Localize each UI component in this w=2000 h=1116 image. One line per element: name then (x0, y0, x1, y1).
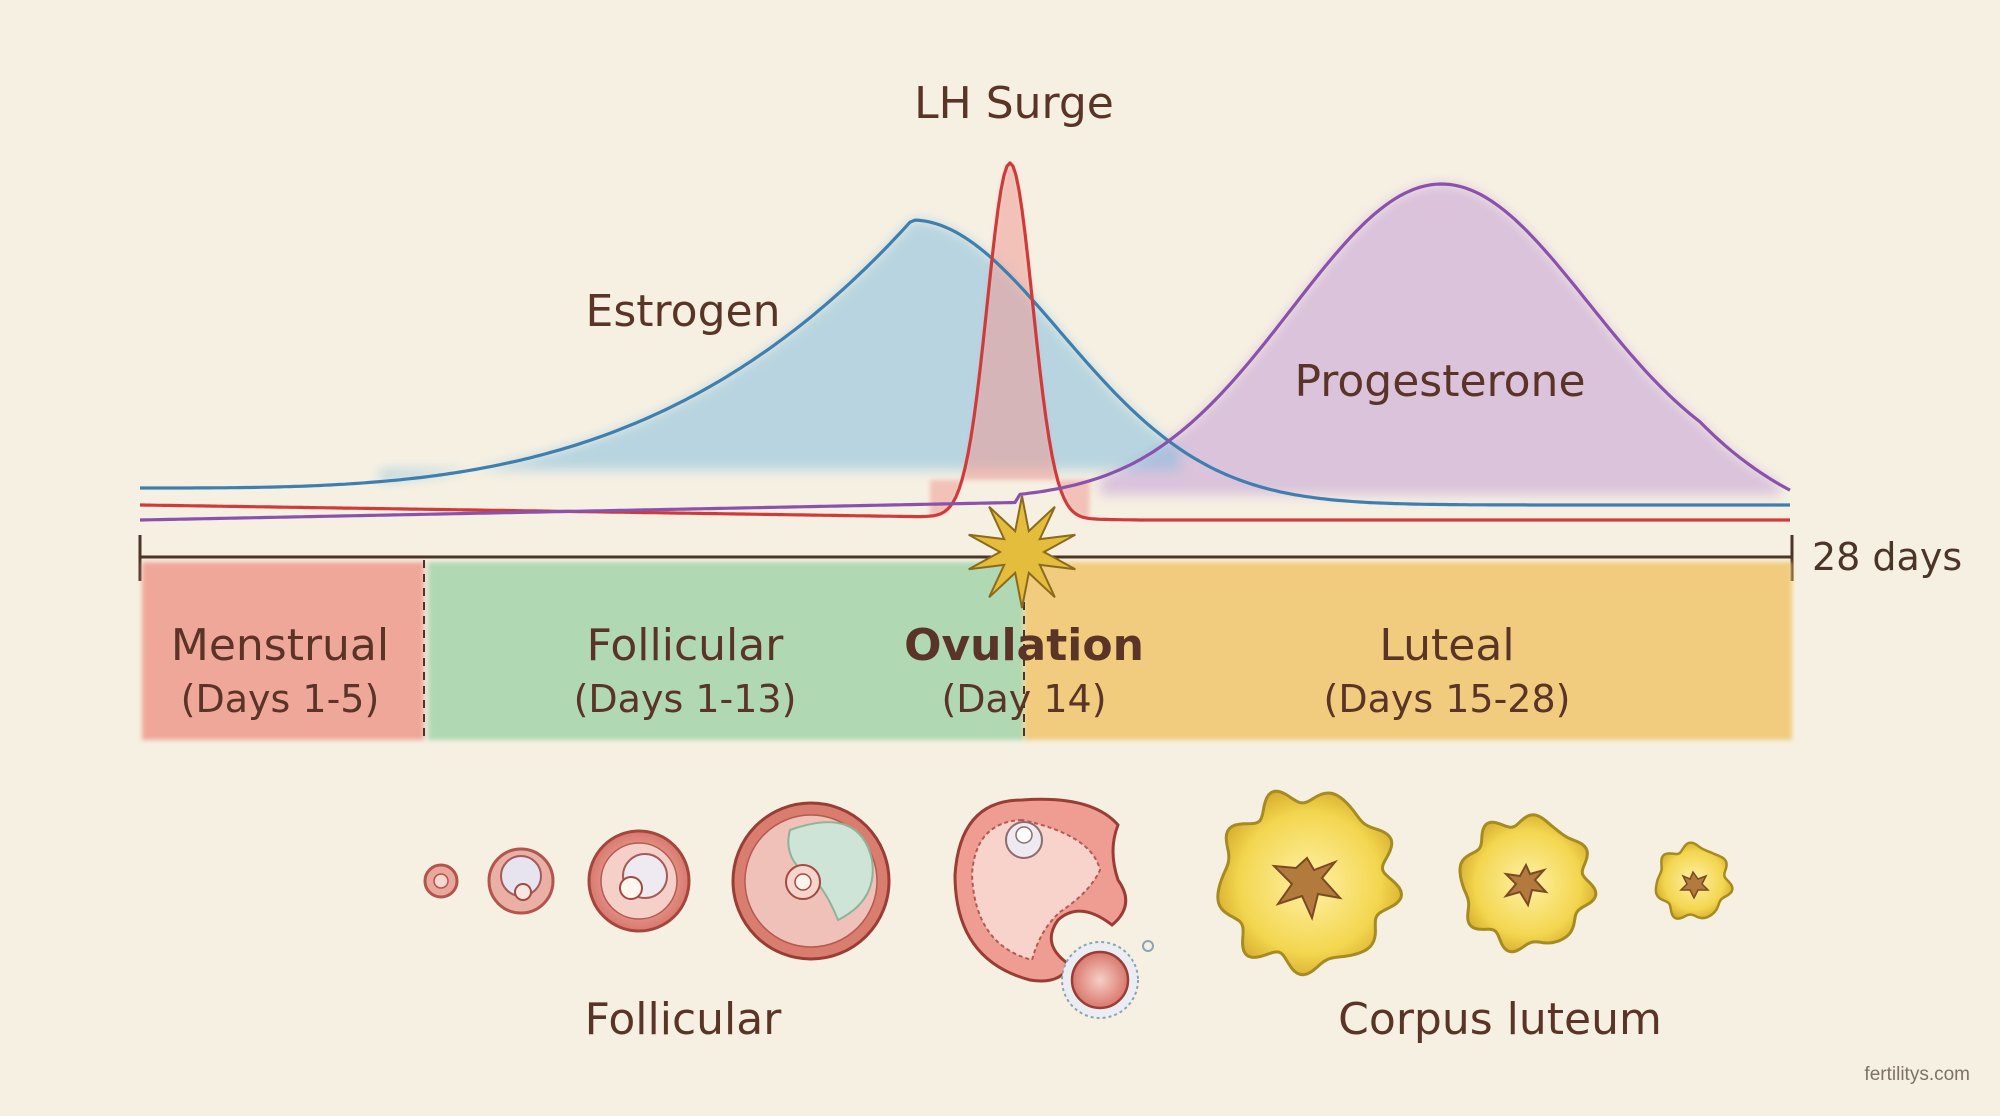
corpus-luteum-medium-icon (1458, 813, 1598, 954)
phase-bands (142, 560, 1792, 740)
luteal-band (1024, 562, 1792, 740)
estrogen-curve (140, 218, 1790, 507)
progesterone-fill (1100, 184, 1780, 495)
corpus-luteum-large-icon (1216, 789, 1404, 977)
hormone-fills (380, 163, 1780, 519)
estrogen-label: Estrogen (586, 286, 781, 337)
follicular-days: (Days 1-13) (574, 677, 797, 721)
menstrual-days: (Days 1-5) (181, 677, 380, 721)
menstrual-band (142, 562, 424, 740)
luteal-label: Luteal (1379, 620, 1514, 671)
primary-follicle-icon (487, 847, 555, 915)
secondary-follicle-icon (587, 829, 691, 933)
follicular-stage-label: Follicular (585, 994, 783, 1045)
progesterone-label: Progesterone (1294, 356, 1585, 407)
antral-follicle-icon (731, 801, 891, 961)
lh-curve (140, 161, 1790, 522)
ovulation-label: Ovulation (904, 620, 1144, 671)
estrogen-fill (380, 220, 1180, 482)
follicle-stages (423, 797, 1154, 1019)
corpus-luteum-small-icon (1654, 841, 1734, 920)
primordial-follicle-icon (423, 863, 459, 899)
follicular-label: Follicular (587, 620, 785, 671)
watermark: fertilitys.com (1864, 1064, 1970, 1085)
menstrual-label: Menstrual (171, 620, 389, 671)
corpus-luteum-label: Corpus luteum (1338, 994, 1662, 1045)
ovulation-days: (Day 14) (941, 677, 1106, 721)
hormone-curves (139, 161, 1791, 522)
follicular-band (428, 562, 1024, 740)
lh-fill (930, 163, 1090, 519)
lh-surge-label: LH Surge (914, 78, 1114, 129)
progesterone-curve (139, 182, 1791, 522)
corpus-luteum-stages (1216, 789, 1734, 977)
timeline-end-label: 28 days (1812, 535, 1962, 579)
luteal-days: (Days 15-28) (1324, 677, 1571, 721)
ovulation-star-icon (968, 495, 1076, 609)
ovulating-follicle-icon (953, 797, 1154, 1019)
